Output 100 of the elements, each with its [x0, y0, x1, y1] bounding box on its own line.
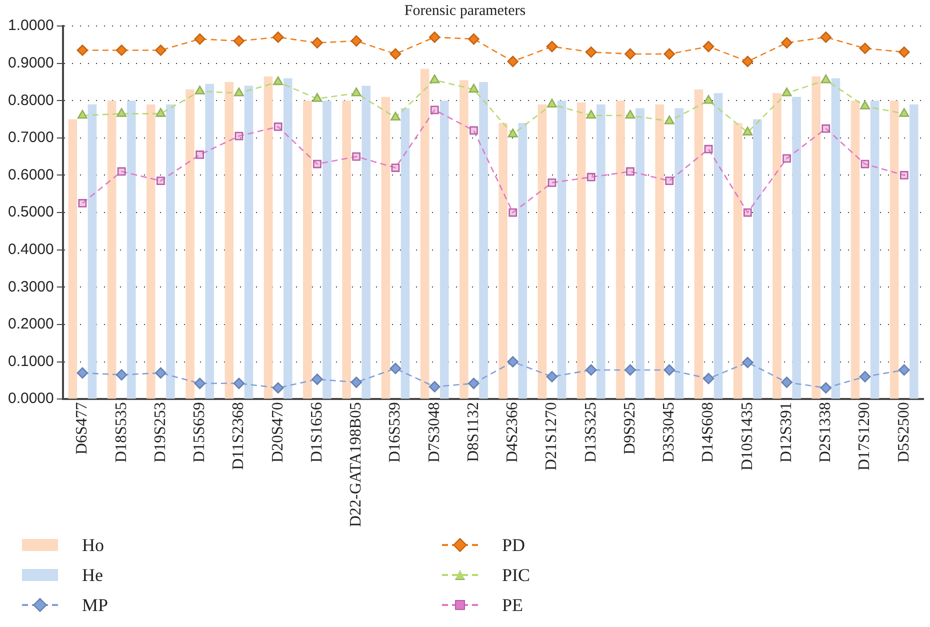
x-tick-label: D3S3045	[660, 402, 678, 463]
point	[585, 364, 597, 376]
point	[624, 48, 636, 60]
point	[273, 76, 284, 86]
point	[508, 208, 518, 217]
bar	[910, 104, 918, 399]
legend-label: PD	[502, 534, 526, 556]
point	[664, 48, 676, 60]
x-tick-label: D5S2500	[895, 402, 912, 463]
point	[430, 106, 439, 114]
bar	[146, 104, 156, 399]
bar	[870, 100, 880, 399]
point	[272, 32, 284, 43]
x-tick-label: D11S2368	[230, 402, 248, 470]
bar	[596, 104, 606, 399]
y-tick-label: 0.6000	[8, 166, 54, 184]
y-tick-label: 0.2000	[8, 316, 54, 333]
bar	[890, 100, 899, 399]
bar	[576, 102, 586, 399]
bar	[518, 122, 528, 399]
bar	[186, 89, 194, 399]
point	[546, 371, 558, 382]
bar	[655, 104, 664, 399]
point	[625, 110, 636, 119]
point	[546, 40, 558, 52]
point	[742, 356, 754, 368]
point	[781, 37, 792, 48]
point	[274, 122, 282, 131]
bar	[850, 100, 860, 399]
x-tick-label: D16S539	[386, 402, 404, 463]
bar	[88, 104, 97, 399]
bar	[674, 108, 684, 399]
point	[196, 150, 204, 159]
bar	[498, 122, 508, 399]
point	[665, 176, 674, 186]
point	[350, 35, 362, 47]
point	[548, 178, 556, 187]
point	[194, 86, 205, 94]
point	[470, 126, 478, 135]
point	[860, 100, 870, 110]
point	[468, 33, 480, 45]
bar	[420, 68, 430, 399]
point	[820, 382, 832, 394]
legend-label: PE	[502, 594, 524, 616]
point	[702, 372, 714, 384]
bar	[440, 100, 449, 399]
x-tick-label: D10S1435	[738, 402, 756, 471]
bar	[714, 93, 723, 399]
point	[899, 108, 910, 117]
point	[782, 154, 791, 163]
point	[704, 144, 713, 154]
point	[194, 378, 206, 390]
point	[430, 74, 440, 84]
point	[585, 46, 597, 58]
point	[312, 37, 323, 48]
point	[156, 108, 166, 117]
point	[782, 88, 792, 96]
point	[350, 376, 362, 388]
point	[234, 132, 244, 140]
x-tick-label: D17S1290	[856, 402, 874, 471]
x-tick-label: D15S659	[191, 402, 208, 463]
point	[664, 364, 676, 376]
x-tick-label: D13S325	[582, 402, 600, 463]
point	[76, 44, 88, 56]
y-tick-label: 0.0000	[8, 390, 54, 408]
point	[351, 88, 362, 96]
bar	[342, 100, 351, 399]
legend-label: PIC	[502, 564, 530, 586]
y-tick-label: 0.1000	[8, 352, 54, 370]
bar	[244, 86, 254, 399]
bar	[831, 78, 840, 399]
x-tick-label: D14S608	[700, 402, 717, 463]
point	[155, 367, 166, 379]
x-tick-label: D22-GATA198B05	[348, 402, 365, 527]
bar	[616, 100, 625, 399]
point	[313, 160, 322, 168]
x-tick-label: D2S1338	[817, 402, 834, 463]
point	[742, 56, 754, 68]
point	[507, 56, 519, 68]
point	[272, 382, 284, 394]
bar	[792, 96, 801, 399]
bar	[733, 122, 742, 399]
point	[312, 93, 322, 102]
bar	[636, 108, 644, 399]
point	[156, 176, 165, 186]
bar	[126, 100, 136, 399]
point	[624, 364, 636, 376]
point	[117, 167, 126, 176]
bar	[362, 86, 371, 399]
point	[508, 128, 518, 138]
point	[155, 44, 166, 56]
point	[76, 367, 88, 379]
point	[507, 356, 519, 368]
point	[428, 381, 440, 392]
bar	[381, 96, 390, 399]
bar	[322, 100, 332, 399]
y-tick-label: 0.5000	[8, 204, 54, 221]
bar	[400, 108, 410, 399]
point	[898, 46, 910, 58]
point	[898, 364, 910, 376]
